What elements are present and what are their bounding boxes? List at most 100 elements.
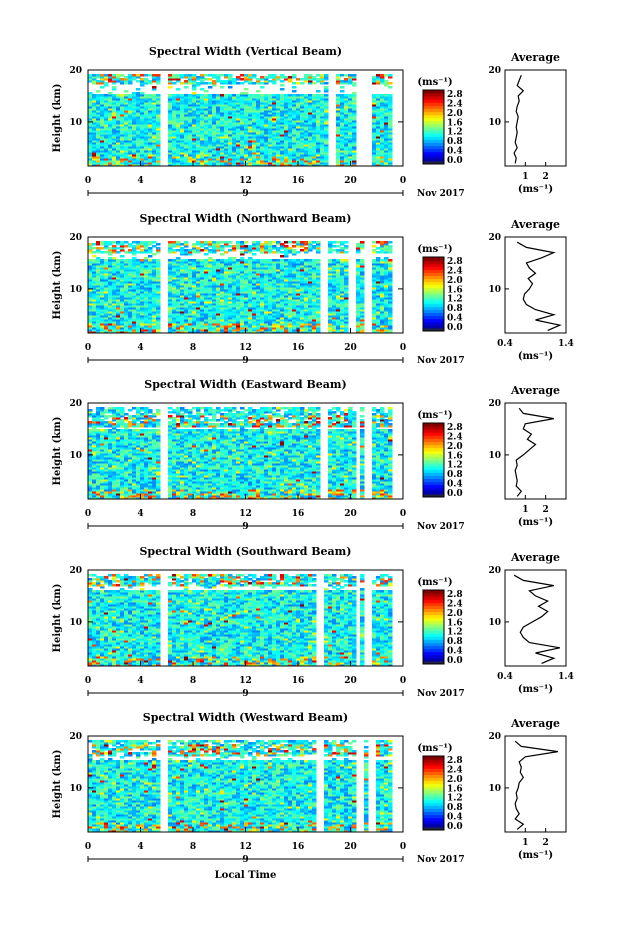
heatmap-cell (316, 269, 321, 272)
heatmap-cell (304, 301, 309, 304)
heatmap-cell (348, 114, 353, 117)
heatmap-cell (216, 301, 221, 304)
heatmap-cell (336, 118, 341, 121)
heatmap-cell (172, 138, 177, 141)
heatmap-cell (216, 329, 221, 332)
heatmap-cell (244, 329, 249, 332)
heatmap-cell (388, 279, 393, 282)
heatmap-cell (384, 287, 389, 290)
heatmap-cell (312, 315, 317, 318)
heatmap-cell (376, 134, 381, 137)
heatmap-cell (132, 311, 137, 314)
heatmap-cell (256, 287, 261, 290)
heatmap-cell (328, 313, 333, 316)
heatmap-cell (296, 96, 301, 99)
heatmap-cell (104, 128, 109, 131)
heatmap-cell (100, 94, 105, 97)
heatmap-cell (260, 299, 265, 302)
heatmap-cell (268, 98, 273, 101)
heatmap-cell (96, 289, 101, 292)
heatmap-cell (224, 158, 229, 161)
heatmap-cell (188, 78, 193, 81)
heatmap-cell (124, 152, 129, 155)
heatmap-cell (292, 291, 297, 294)
heatmap-cell (360, 319, 365, 322)
heatmap-cell (192, 98, 197, 101)
heatmap-cell (248, 158, 253, 161)
heatmap-cell (100, 96, 105, 99)
heatmap-cell (316, 102, 321, 105)
heatmap-cell (292, 136, 297, 139)
heatmap-cell (100, 132, 105, 135)
heatmap-cell (184, 275, 189, 278)
heatmap-cell (112, 160, 117, 163)
heatmap-cell (336, 303, 341, 306)
heatmap-cell (224, 112, 229, 115)
heatmap-cell (128, 273, 133, 276)
heatmap-cell (332, 325, 337, 328)
heatmap-cell (248, 94, 253, 97)
heatmap-cell (260, 273, 265, 276)
heatmap-cell (232, 293, 237, 296)
heatmap-cell (256, 295, 261, 298)
heatmap-cell (284, 297, 289, 300)
heatmap-cell (248, 144, 253, 147)
heatmap-cell (292, 309, 297, 312)
heatmap-cell (284, 279, 289, 282)
heatmap-cell (380, 293, 385, 296)
heatmap-cell (144, 315, 149, 318)
heatmap-cell (172, 76, 177, 79)
heatmap-cell (192, 273, 197, 276)
heatmap-cell (228, 78, 233, 81)
heatmap-cell (192, 130, 197, 133)
heatmap-cell (244, 92, 249, 95)
heatmap-cell (280, 154, 285, 157)
heatmap-cell (256, 130, 261, 133)
heatmap-cell (324, 124, 329, 127)
heatmap-cell (136, 74, 141, 77)
heatmap-cell (140, 74, 145, 77)
heatmap-cell (336, 160, 341, 163)
heatmap-cell (168, 122, 173, 125)
heatmap-cell (308, 80, 313, 83)
heatmap-cell (324, 136, 329, 139)
heatmap-cell (108, 291, 113, 294)
heatmap-cell (228, 100, 233, 103)
heatmap-cell (360, 317, 365, 320)
heatmap-cell (344, 329, 349, 332)
heatmap-cell (120, 309, 125, 312)
heatmap-cell (168, 301, 173, 304)
heatmap-cell (328, 279, 333, 282)
heatmap-cell (216, 102, 221, 105)
heatmap-cell (296, 128, 301, 131)
heatmap-cell (232, 104, 237, 107)
heatmap-cell (264, 146, 269, 149)
heatmap-cell (380, 126, 385, 129)
heatmap-cell (120, 275, 125, 278)
heatmap-cell (216, 305, 221, 308)
heatmap-cell (192, 301, 197, 304)
heatmap-cell (200, 285, 205, 288)
heatmap-cell (92, 152, 97, 155)
heatmap-cell (264, 150, 269, 153)
heatmap-cell (156, 317, 161, 320)
heatmap-cell (264, 321, 269, 324)
heatmap-cell (240, 150, 245, 153)
heatmap-cell (240, 136, 245, 139)
heatmap-cell (308, 285, 313, 288)
heatmap-cell (192, 152, 197, 155)
heatmap-cell (180, 156, 185, 159)
heatmap-cell (280, 120, 285, 123)
heatmap-cell (120, 331, 125, 334)
heatmap-cell (312, 331, 317, 334)
heatmap-cell (152, 146, 157, 149)
heatmap-cell (112, 279, 117, 282)
heatmap-cell (284, 130, 289, 133)
heatmap-cell (312, 78, 317, 81)
heatmap-cell (284, 319, 289, 322)
heatmap-cell (168, 287, 173, 290)
heatmap-cell (284, 76, 289, 79)
heatmap-cell (152, 305, 157, 308)
heatmap-cell (304, 275, 309, 278)
heatmap-cell (232, 279, 237, 282)
